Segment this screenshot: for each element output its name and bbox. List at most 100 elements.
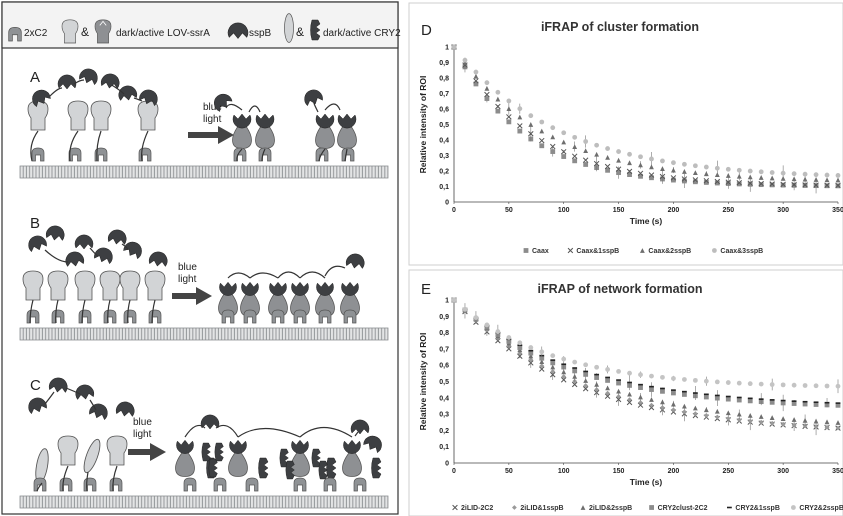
anchor-2xc2: [221, 309, 235, 324]
marker-diamond: [813, 424, 819, 430]
linker: [261, 148, 266, 162]
marker-circle: [517, 340, 523, 346]
marker-circle: [692, 163, 698, 169]
sspb-shape: [200, 414, 220, 430]
marker-x: [539, 366, 545, 372]
anchor-shape: [8, 26, 22, 42]
anchor-2xc2: [94, 147, 108, 162]
marker-triangle: [747, 174, 753, 180]
marker-square: [835, 402, 841, 408]
marker-x: [560, 148, 567, 155]
marker-triangle: [605, 154, 610, 160]
sspb: [343, 439, 361, 454]
marker-x-stroke: [582, 386, 589, 392]
series-Caax&3sspB: [451, 44, 841, 181]
marker-triangle: [714, 408, 720, 414]
marker-triangle: [824, 419, 830, 425]
marker-square: [605, 378, 610, 383]
marker-triangle: [671, 401, 676, 407]
anchor-shape: [293, 477, 307, 492]
marker-x: [802, 182, 808, 188]
sspb: [107, 229, 127, 245]
sspb: [48, 377, 68, 393]
marker-square: [572, 158, 578, 164]
marker-triangle: [484, 85, 490, 91]
legend-2xc2: 2xC2: [8, 26, 48, 42]
marker-x: [495, 103, 501, 110]
legend-label: CRY2clust-2C2: [658, 505, 708, 512]
legend-label: Caax: [532, 248, 549, 255]
marker-circle: [506, 98, 512, 104]
marker-square: [747, 181, 753, 187]
marker-x: [549, 143, 556, 150]
lov-dark: [47, 270, 69, 301]
marker-circle: [714, 379, 720, 385]
marker-square: [780, 182, 786, 188]
anchor-2xc2: [31, 147, 45, 162]
sspb: [337, 113, 357, 129]
marker-x-stroke: [659, 173, 666, 180]
marker-square: [495, 108, 501, 114]
x-tick-label: 250: [722, 207, 734, 214]
sspb-shape: [74, 234, 94, 250]
marker-square: [473, 81, 479, 87]
marker-circle: [484, 322, 490, 328]
anchor-shape: [221, 309, 235, 324]
marker-triangle: [572, 373, 578, 379]
y-tick-label: 0,5: [439, 122, 449, 129]
marker-triangle: [824, 177, 830, 183]
linker: [324, 265, 346, 277]
marker-triangle: [627, 160, 632, 166]
marker-x: [604, 393, 611, 399]
marker-diamond: [758, 419, 764, 425]
marker-diamond: [780, 421, 786, 427]
marker-triangle: [769, 175, 775, 181]
linker: [86, 471, 89, 492]
marker-diamond: [682, 409, 687, 415]
y-tick-label: 0,7: [439, 91, 449, 98]
marker-circle: [495, 89, 501, 95]
marker-square: [714, 395, 720, 401]
marker-square: [616, 170, 621, 176]
sspb: [315, 113, 335, 129]
membrane-b: [19, 327, 389, 341]
marker-square: [638, 173, 643, 179]
sspb-shape: [107, 229, 127, 245]
marker-triangle: [692, 405, 698, 411]
marker-circle: [627, 151, 632, 157]
x-tick-label: 200: [668, 207, 680, 214]
sspb-shape: [363, 435, 382, 453]
lov-dark: [90, 100, 112, 131]
marker-triangle: [627, 391, 632, 397]
sspb-shape: [255, 113, 275, 129]
legend-item: 2iLID-2C2: [452, 504, 493, 512]
arrow-a-label-1: blue: [203, 102, 222, 113]
x-tick-label: 50: [505, 207, 513, 214]
marker-diamond: [638, 400, 643, 405]
marker-triangle: [791, 176, 797, 182]
marker-triangle: [550, 134, 556, 140]
marker-circle: [769, 382, 775, 387]
anchor-shape: [245, 477, 259, 492]
sspb: [28, 397, 47, 414]
marker-triangle: [649, 164, 654, 170]
linker: [36, 482, 43, 492]
sspb: [214, 93, 233, 112]
x-tick-label: 150: [613, 207, 625, 214]
lov-dark-icon: [61, 19, 79, 44]
sspb: [363, 435, 382, 453]
chart-d: 0 0,1 0,2 0,3 0,4 0,5 0,6 0,7 0,8 0,9 1 0 50 100 150 20…: [418, 44, 843, 255]
marker-x: [659, 173, 666, 180]
marker-square: [682, 392, 687, 397]
arrow-b-label-2: light: [178, 274, 197, 285]
marker-circle: [462, 57, 468, 63]
marker-square: [561, 154, 567, 159]
marker-x: [539, 137, 545, 144]
sspb-shape: [48, 377, 68, 393]
cry2-shape: [208, 458, 218, 478]
linker: [89, 399, 97, 411]
marker-triangle: [539, 128, 545, 134]
marker-square: [660, 388, 665, 394]
marker-square: [692, 179, 698, 185]
y-tick-label: 0,1: [439, 444, 449, 451]
